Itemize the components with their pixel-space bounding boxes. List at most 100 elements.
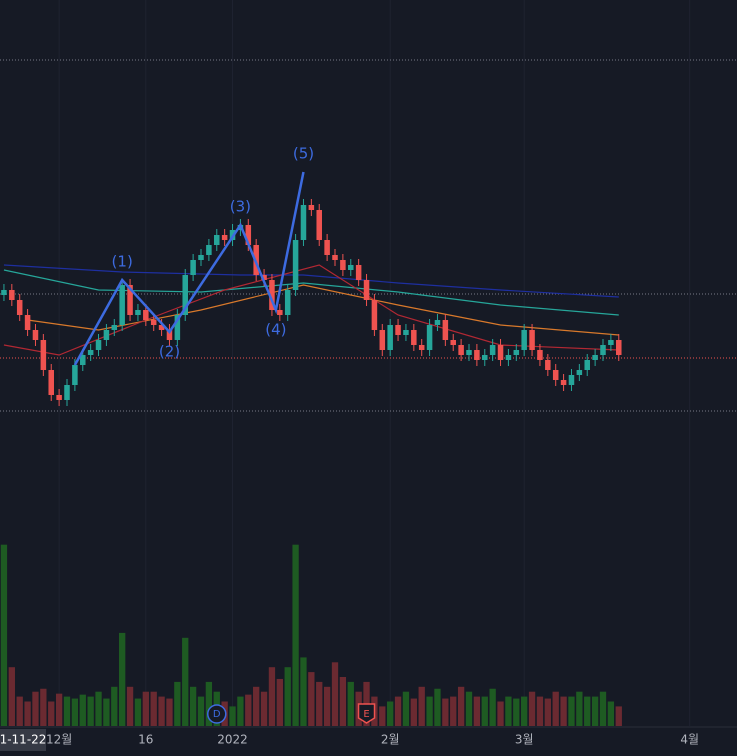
- candle-body: [552, 370, 559, 380]
- volume-bar: [292, 544, 299, 726]
- wave-label: (5): [293, 145, 314, 163]
- volume-bar: [457, 686, 465, 726]
- volume-bar: [418, 686, 425, 726]
- volume-bar: [560, 696, 567, 726]
- candle-body: [600, 345, 606, 355]
- candle-body: [87, 350, 94, 355]
- candle-body: [103, 330, 110, 340]
- candle-body: [182, 275, 188, 315]
- candle-body: [308, 205, 315, 210]
- candle-body: [56, 395, 62, 400]
- candle-body: [48, 370, 54, 395]
- candle-body: [214, 235, 220, 245]
- volume-bar: [599, 691, 607, 726]
- candle-body: [340, 260, 346, 270]
- volume-bar: [331, 662, 339, 726]
- candle-body: [576, 370, 583, 375]
- volume-bar: [489, 688, 496, 726]
- candle-body: [198, 255, 204, 260]
- candle-body: [395, 325, 401, 335]
- volume-bar: [268, 667, 276, 726]
- candle-body: [277, 310, 283, 315]
- candle-body: [40, 340, 47, 370]
- candle-body: [529, 330, 535, 350]
- candle-body: [9, 290, 15, 300]
- volume-bar: [158, 696, 165, 726]
- volume-bar: [245, 694, 252, 726]
- volume-bar: [394, 696, 402, 726]
- volume-bar: [347, 681, 354, 726]
- candle-body: [379, 330, 386, 350]
- volume-bar: [260, 691, 268, 726]
- candle-body: [497, 345, 504, 360]
- volume-bar: [55, 693, 63, 726]
- volume-bar: [402, 691, 410, 726]
- volume-bar: [95, 691, 102, 726]
- volume-bar: [119, 632, 126, 726]
- candle-body: [150, 320, 157, 325]
- x-tick-label: 3월: [515, 733, 534, 747]
- candle-body: [458, 345, 464, 355]
- candle-body: [560, 380, 567, 385]
- volume-bar: [79, 694, 86, 726]
- volume-bar: [134, 698, 142, 726]
- candle-body: [95, 340, 102, 350]
- volume-bar: [142, 691, 149, 726]
- volume-bar: [323, 686, 331, 726]
- volume-bar: [434, 688, 441, 726]
- wave-label: (4): [265, 321, 286, 339]
- candle-body: [72, 365, 78, 385]
- volume-bar: [71, 698, 79, 726]
- wave-line: [73, 171, 305, 366]
- volume-bar: [276, 678, 283, 726]
- candle-body: [127, 285, 133, 315]
- candle-body: [521, 330, 527, 350]
- candle-body: [450, 340, 456, 345]
- candle-body: [300, 205, 307, 240]
- volume-bar: [615, 706, 622, 726]
- candle-body: [387, 325, 393, 350]
- x-tick-label: 2022: [217, 733, 248, 747]
- candle-body: [166, 330, 173, 340]
- candle-body: [411, 330, 417, 345]
- volume-bar: [316, 681, 323, 726]
- moving-average: [3, 269, 619, 316]
- volume-bar: [150, 691, 157, 726]
- volume-bar: [63, 696, 71, 726]
- volume-bar: [505, 696, 512, 726]
- candle-body: [292, 240, 299, 290]
- volume-bar: [8, 667, 15, 726]
- candle-body: [284, 290, 291, 315]
- candle-body: [489, 345, 496, 355]
- volume-bar: [576, 691, 583, 726]
- candle-body: [466, 350, 472, 355]
- candle-body: [426, 325, 433, 350]
- volume-bar: [182, 637, 189, 726]
- candle-body: [221, 235, 228, 240]
- volume-bar: [126, 686, 134, 726]
- volume-bar: [379, 706, 386, 726]
- x-tick-label: 4월: [680, 733, 699, 747]
- volume-bar: [237, 696, 244, 726]
- volume-bar: [24, 701, 31, 726]
- volume-bar: [442, 698, 449, 726]
- candle-body: [568, 375, 575, 385]
- volume-bar: [473, 696, 481, 726]
- volume-bar: [584, 696, 591, 726]
- candle-body: [143, 310, 149, 320]
- candle-body: [505, 355, 512, 360]
- event-marker: [207, 704, 227, 724]
- candle-body: [135, 310, 141, 315]
- candle-body: [584, 360, 590, 370]
- candle-body: [1, 290, 7, 295]
- volume-bar: [32, 691, 39, 726]
- volume-bar: [568, 696, 575, 726]
- wave-label: (1): [112, 253, 133, 271]
- crosshair-label: 1-11-22: [0, 733, 46, 747]
- volume-bar: [465, 691, 473, 726]
- volume-bar: [426, 696, 433, 726]
- candle-body: [174, 315, 181, 340]
- candle-body: [16, 300, 23, 315]
- volume-bar: [189, 686, 197, 726]
